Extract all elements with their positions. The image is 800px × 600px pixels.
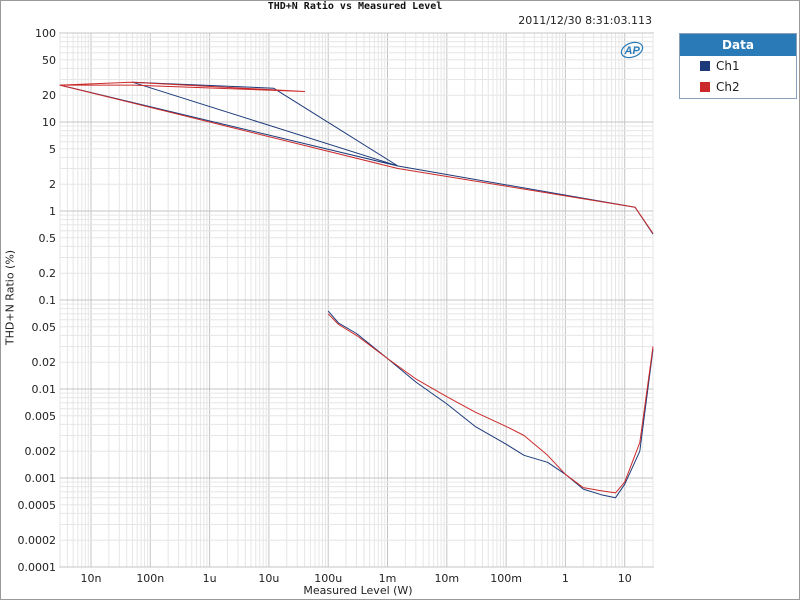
x-tick-label: 10m <box>434 572 459 585</box>
y-tick-label: 1 <box>49 205 56 218</box>
y-tick-label: 0.01 <box>32 383 57 396</box>
series-layer <box>59 81 654 499</box>
y-tick-label: 0.0002 <box>18 534 57 547</box>
y-tick-label: 50 <box>42 54 56 67</box>
y-axis-label: THD+N Ratio (%) <box>3 249 17 346</box>
x-tick-label: 100u <box>314 572 342 585</box>
chart-title: THD+N Ratio vs Measured Level <box>267 1 443 12</box>
y-tick-label: 0.1 <box>39 294 57 307</box>
y-tick-label: 0.0005 <box>18 499 57 512</box>
x-axis-label: Measured Level (W) <box>303 584 413 597</box>
y-tick-label: 20 <box>42 89 56 102</box>
legend-item-ch1[interactable]: Ch1 <box>680 56 796 77</box>
x-tick-label: 10u <box>258 572 279 585</box>
x-tick-label: 10 <box>618 572 632 585</box>
y-tick-label: 0.02 <box>32 356 57 369</box>
legend-label-ch1: Ch1 <box>716 59 740 73</box>
legend-label-ch2: Ch2 <box>716 80 740 94</box>
x-tick-label: 1u <box>203 572 217 585</box>
y-tick-label: 0.001 <box>25 472 57 485</box>
x-tick-label: 1m <box>379 572 397 585</box>
legend-header: Data <box>680 34 796 56</box>
tick-labels: 10n 100n 1u 10u 100u 1m 10m 100m 1 10 100 50 20 10 5 2 1… <box>18 27 632 585</box>
svg-text:AP: AP <box>624 45 641 57</box>
y-tick-label: 2 <box>49 178 56 191</box>
y-tick-label: 0.005 <box>25 410 57 423</box>
x-tick-label: 1 <box>562 572 569 585</box>
ch1-swatch <box>700 61 710 71</box>
y-tick-label: 0.05 <box>32 321 57 334</box>
y-tick-label: 0.5 <box>39 232 57 245</box>
y-tick-label: 0.2 <box>39 267 57 280</box>
y-tick-label: 0.002 <box>25 445 57 458</box>
timestamp: 2011/12/30 8:31:03.113 <box>518 14 652 27</box>
y-tick-label: 5 <box>49 143 56 156</box>
y-tick-label: 0.0001 <box>18 561 57 574</box>
y-tick-label: 10 <box>42 116 56 129</box>
series-line-ch1-1 <box>327 310 654 499</box>
legend: Data Ch1 Ch2 <box>679 33 797 99</box>
legend-item-ch2[interactable]: Ch2 <box>680 77 796 98</box>
x-tick-label: 100m <box>490 572 522 585</box>
ch2-swatch <box>700 82 710 92</box>
grid <box>59 32 654 568</box>
series-line-ch2-3 <box>327 313 654 494</box>
series-line-ch2-2 <box>59 81 654 234</box>
y-tick-label: 100 <box>35 27 56 40</box>
x-tick-label: 100n <box>136 572 164 585</box>
x-tick-label: 10n <box>81 572 102 585</box>
ap-logo-icon: AP <box>620 41 644 59</box>
